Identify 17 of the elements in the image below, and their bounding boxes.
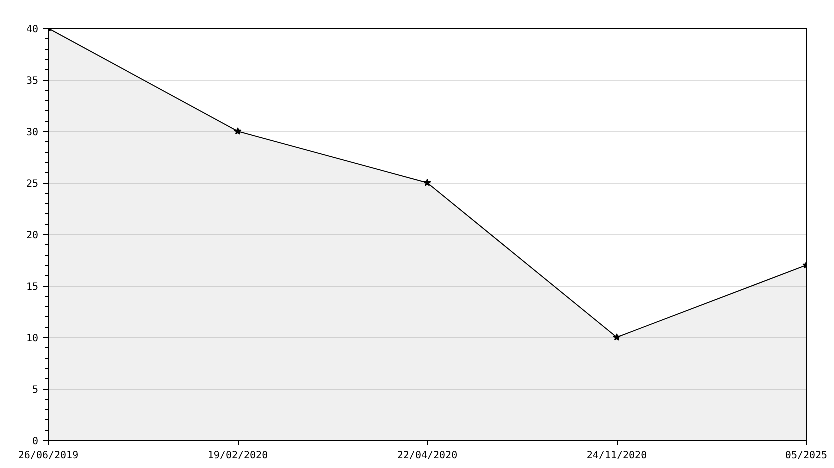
x-tick-label: 24/11/2020	[586, 450, 648, 462]
y-tick-label: 0	[32, 436, 39, 448]
y-tick-label: 20	[26, 230, 39, 242]
x-tick-label: 26/06/2019	[18, 450, 79, 462]
x-tick-label: 22/04/2020	[397, 450, 458, 462]
y-tick-label: 5	[32, 385, 39, 396]
y-tick-label: 25	[26, 179, 39, 190]
point	[234, 128, 242, 135]
point	[613, 334, 621, 341]
x-tick-label: 19/02/2020	[208, 450, 268, 462]
y-tick-label: 35	[26, 76, 39, 87]
y-tick-label: 15	[26, 282, 39, 293]
y-tick-label: 30	[26, 128, 39, 138]
y-tick-label: 40	[26, 24, 39, 36]
y-tick-label: 10	[26, 334, 39, 344]
x-tick-label: 05/2025	[785, 450, 828, 462]
point	[424, 179, 432, 186]
